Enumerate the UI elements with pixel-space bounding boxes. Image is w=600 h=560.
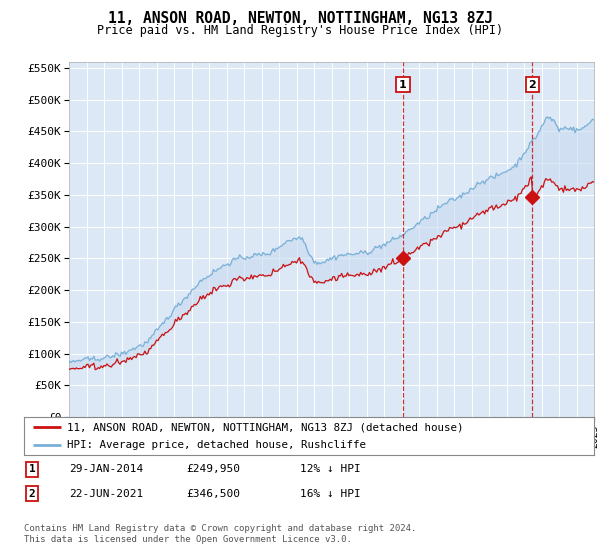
Text: 1: 1 xyxy=(29,464,35,474)
Text: 11, ANSON ROAD, NEWTON, NOTTINGHAM, NG13 8ZJ: 11, ANSON ROAD, NEWTON, NOTTINGHAM, NG13… xyxy=(107,11,493,26)
Text: £346,500: £346,500 xyxy=(186,489,240,499)
Text: 1: 1 xyxy=(399,80,407,90)
Text: 16% ↓ HPI: 16% ↓ HPI xyxy=(300,489,361,499)
Text: 2: 2 xyxy=(29,489,35,499)
Text: 29-JAN-2014: 29-JAN-2014 xyxy=(69,464,143,474)
Text: 22-JUN-2021: 22-JUN-2021 xyxy=(69,489,143,499)
Text: 12% ↓ HPI: 12% ↓ HPI xyxy=(300,464,361,474)
Text: Contains HM Land Registry data © Crown copyright and database right 2024.
This d: Contains HM Land Registry data © Crown c… xyxy=(24,524,416,544)
Text: Price paid vs. HM Land Registry's House Price Index (HPI): Price paid vs. HM Land Registry's House … xyxy=(97,24,503,36)
Text: 2: 2 xyxy=(529,80,536,90)
Text: HPI: Average price, detached house, Rushcliffe: HPI: Average price, detached house, Rush… xyxy=(67,440,366,450)
Text: £249,950: £249,950 xyxy=(186,464,240,474)
Text: 11, ANSON ROAD, NEWTON, NOTTINGHAM, NG13 8ZJ (detached house): 11, ANSON ROAD, NEWTON, NOTTINGHAM, NG13… xyxy=(67,422,463,432)
